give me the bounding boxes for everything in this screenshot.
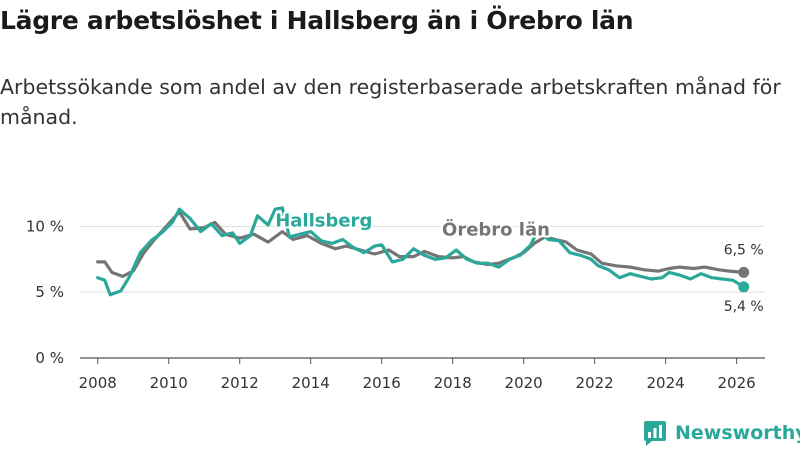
x-tick-label: 2010 — [150, 374, 188, 392]
x-tick-label: 2026 — [718, 374, 756, 392]
newsworthy-logo[interactable]: Newsworthy — [643, 418, 800, 448]
x-tick-label: 2024 — [647, 374, 685, 392]
newsworthy-logo-text: Newsworthy — [675, 422, 800, 444]
y-tick-label: 10 % — [26, 217, 64, 235]
x-tick-label: 2014 — [292, 374, 330, 392]
series-end-point — [738, 281, 750, 293]
chart-title: Lägre arbetslöshet i Hallsberg än i Öreb… — [0, 6, 634, 35]
series-label-hallsberg: Hallsberg — [275, 210, 372, 231]
series-label-orebro-lan: Örebro län — [442, 219, 550, 241]
series-line-orebro-lan — [96, 210, 746, 278]
x-tick-label: 2016 — [363, 374, 401, 392]
series-end-label: 6,5 % — [724, 242, 764, 258]
x-tick-label: 2020 — [505, 374, 543, 392]
series-end-label: 5,4 % — [724, 299, 764, 315]
x-tick-label: 2018 — [434, 374, 472, 392]
y-tick-label: 0 % — [35, 349, 64, 367]
x-tick-label: 2022 — [576, 374, 614, 392]
chart-subtitle: Arbetssökande som andel av den registerb… — [0, 75, 781, 129]
newsworthy-logo-icon — [644, 421, 666, 446]
series-line-hallsberg — [96, 206, 746, 297]
series-end-point — [738, 266, 750, 278]
y-tick-label: 5 % — [35, 283, 64, 301]
x-tick-label: 2012 — [221, 374, 259, 392]
x-tick-label: 2008 — [79, 374, 117, 392]
